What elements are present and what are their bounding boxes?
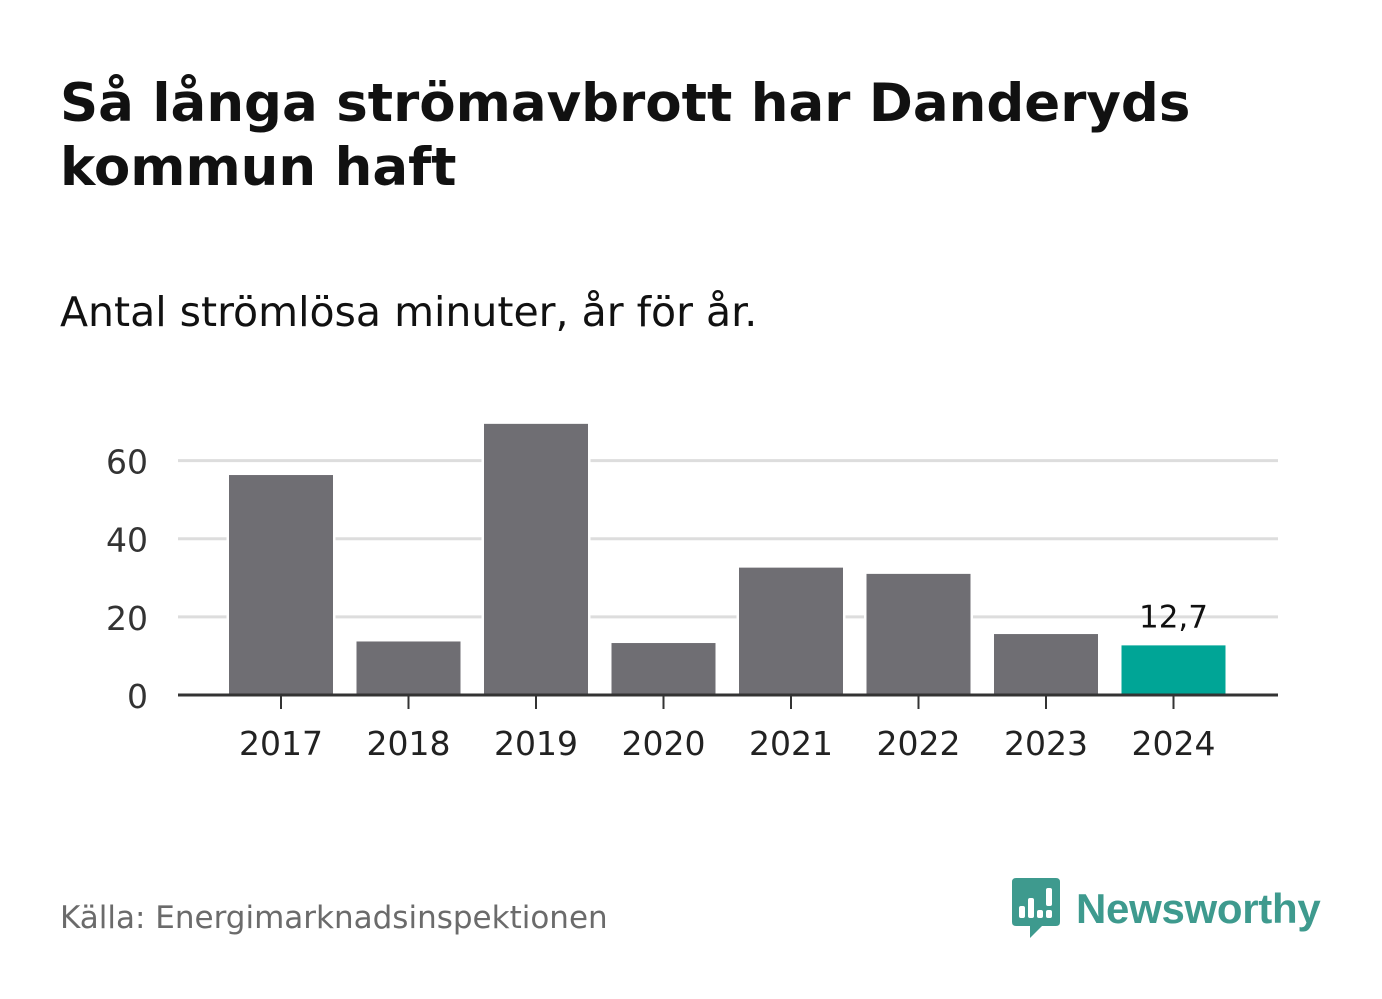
bar-2022[interactable] <box>864 571 973 698</box>
x-tick-label: 2017 <box>239 724 323 763</box>
y-tick-label: 40 <box>106 521 148 560</box>
x-tick-label: 2019 <box>494 724 578 763</box>
x-tick-label: 2021 <box>749 724 833 763</box>
chart-title: Så långa strömavbrott har Danderyds komm… <box>60 73 1191 198</box>
brand-name: Newsworthy <box>1076 885 1321 932</box>
y-tick-label: 20 <box>106 599 148 638</box>
source-note: Källa: Energimarknadsinspektionen <box>60 900 608 936</box>
bar-2023[interactable] <box>991 631 1101 698</box>
x-tick-label: 2024 <box>1132 724 1216 763</box>
x-tick-label: 2020 <box>622 724 706 763</box>
x-tick-label: 2018 <box>367 724 451 763</box>
bar-2017[interactable] <box>226 472 336 698</box>
bar-2019[interactable] <box>481 421 591 698</box>
bar-2018[interactable] <box>354 638 463 698</box>
bar-2024[interactable] <box>1119 642 1228 698</box>
bar-2021[interactable] <box>736 565 846 698</box>
y-tick-label: 60 <box>106 443 148 482</box>
bar-2020[interactable] <box>609 640 718 698</box>
data-label: 12,7 <box>1139 599 1208 635</box>
y-tick-label: 0 <box>127 677 148 716</box>
newsworthy-logo[interactable]: Newsworthy <box>1010 878 1321 940</box>
chart-subtitle: Antal strömlösa minuter, år för år. <box>60 288 758 336</box>
x-tick-label: 2023 <box>1004 724 1088 763</box>
newsworthy-logo-icon <box>1012 878 1060 938</box>
x-tick-label: 2022 <box>877 724 961 763</box>
